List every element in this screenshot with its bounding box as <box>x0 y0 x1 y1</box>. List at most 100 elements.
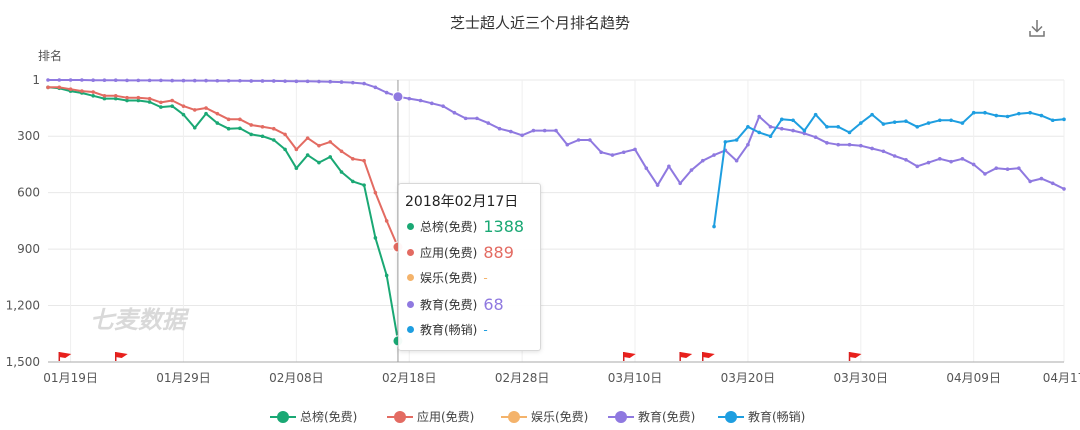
data-point <box>136 98 141 103</box>
data-point <box>994 113 999 118</box>
data-point <box>983 172 987 176</box>
tooltip-series-name: 娱乐(免费) <box>420 271 478 285</box>
data-point <box>170 98 174 103</box>
x-axis-ticks: 01月19日 01月29日 02月08日 02月18日 02月28日 03月10日 03月2… <box>43 371 1080 385</box>
tooltip-series-name: 教育(免费) <box>420 298 478 312</box>
legend-marker <box>270 410 296 423</box>
chart-area[interactable]: 排名 七麦数据 1 300 600 900 1,200 1,500 01月19日 01月29… <box>0 0 1080 408</box>
data-point <box>1062 117 1066 122</box>
data-point <box>576 138 581 142</box>
event-flags[interactable] <box>58 352 862 361</box>
data-point <box>904 157 908 162</box>
data-point <box>305 79 310 84</box>
data-point <box>892 120 897 124</box>
legend-label: 总榜(免费) <box>300 410 358 424</box>
data-point <box>317 160 321 165</box>
data-point <box>283 132 287 137</box>
data-point <box>904 119 908 123</box>
data-point <box>825 141 829 145</box>
data-point <box>734 158 739 163</box>
x-tick-label: 03月20日 <box>721 371 776 385</box>
data-point <box>746 142 750 147</box>
data-point <box>610 153 615 157</box>
data-point <box>305 153 310 157</box>
data-point <box>102 78 107 82</box>
data-point <box>80 89 84 93</box>
y-tick-label: 300 <box>17 129 40 143</box>
data-point <box>226 78 231 83</box>
event-flag[interactable] <box>679 352 693 361</box>
tooltip-date: 2018年02月17日 <box>405 194 519 210</box>
data-point <box>949 118 953 123</box>
y-axis-ticks: 1 300 600 900 1,200 1,500 <box>6 73 40 369</box>
data-point <box>565 142 570 147</box>
data-point <box>768 134 773 139</box>
download-icon[interactable] <box>1027 18 1047 38</box>
data-point <box>971 110 976 115</box>
data-point <box>91 78 95 82</box>
data-point <box>159 100 163 105</box>
tooltip-row-total: 总榜(免费) 1388 <box>407 217 524 237</box>
y-tick-label: 1,200 <box>6 299 40 313</box>
data-point <box>689 168 694 172</box>
data-point <box>283 147 287 152</box>
data-point <box>779 126 784 131</box>
event-flag[interactable] <box>114 352 128 361</box>
tooltip-series-value: 68 <box>483 295 504 314</box>
tooltip-row-app: 应用(免费) 889 <box>407 243 514 263</box>
data-point <box>294 79 299 84</box>
legend-label: 应用(免费) <box>417 410 475 424</box>
legend-marker <box>608 410 634 423</box>
data-point <box>813 135 818 139</box>
data-point <box>509 129 513 134</box>
data-point <box>915 164 920 169</box>
legend-marker <box>387 410 413 423</box>
data-point <box>870 146 874 151</box>
data-point <box>226 126 231 131</box>
data-point <box>373 85 378 90</box>
data-point <box>813 112 818 117</box>
data-point <box>125 98 129 103</box>
legend-item[interactable]: 应用(免费) <box>387 408 474 428</box>
data-point <box>418 98 423 103</box>
legend-item[interactable]: 娱乐(免费) <box>501 408 588 428</box>
data-point <box>802 128 807 133</box>
data-point <box>249 123 253 127</box>
data-point <box>667 164 671 169</box>
tooltip-series-value: 1388 <box>483 217 525 236</box>
legend-item[interactable]: 教育(畅销) <box>718 408 805 428</box>
data-point <box>621 150 626 155</box>
data-point <box>351 80 355 85</box>
data-point <box>881 122 886 126</box>
data-point <box>238 78 242 83</box>
data-point <box>836 142 841 147</box>
data-point <box>779 117 784 122</box>
data-point <box>283 79 287 83</box>
data-point <box>294 166 299 171</box>
data-point <box>373 190 378 195</box>
tooltip-row-education-free: 教育(免费) 68 <box>407 295 504 315</box>
legend-item[interactable]: 教育(免费) <box>608 408 695 428</box>
data-point <box>757 114 761 119</box>
data-point <box>1017 166 1021 171</box>
data-point <box>757 130 761 135</box>
y-tick-label: 1 <box>32 73 40 87</box>
data-point <box>926 121 931 125</box>
event-flag[interactable] <box>702 352 715 361</box>
data-point <box>859 121 863 125</box>
data-point <box>294 147 299 152</box>
data-point <box>204 111 208 116</box>
event-flag[interactable] <box>622 352 636 361</box>
data-point <box>475 116 479 121</box>
data-point <box>328 140 333 144</box>
data-point <box>170 104 174 108</box>
data-point <box>430 101 434 106</box>
data-point <box>599 150 603 155</box>
event-flag[interactable] <box>58 352 72 361</box>
data-point <box>339 149 344 154</box>
data-point <box>351 179 355 184</box>
data-point <box>170 78 174 83</box>
legend-item[interactable]: 总榜(免费) <box>270 408 357 428</box>
data-point <box>452 110 457 115</box>
event-flag[interactable] <box>848 352 862 361</box>
